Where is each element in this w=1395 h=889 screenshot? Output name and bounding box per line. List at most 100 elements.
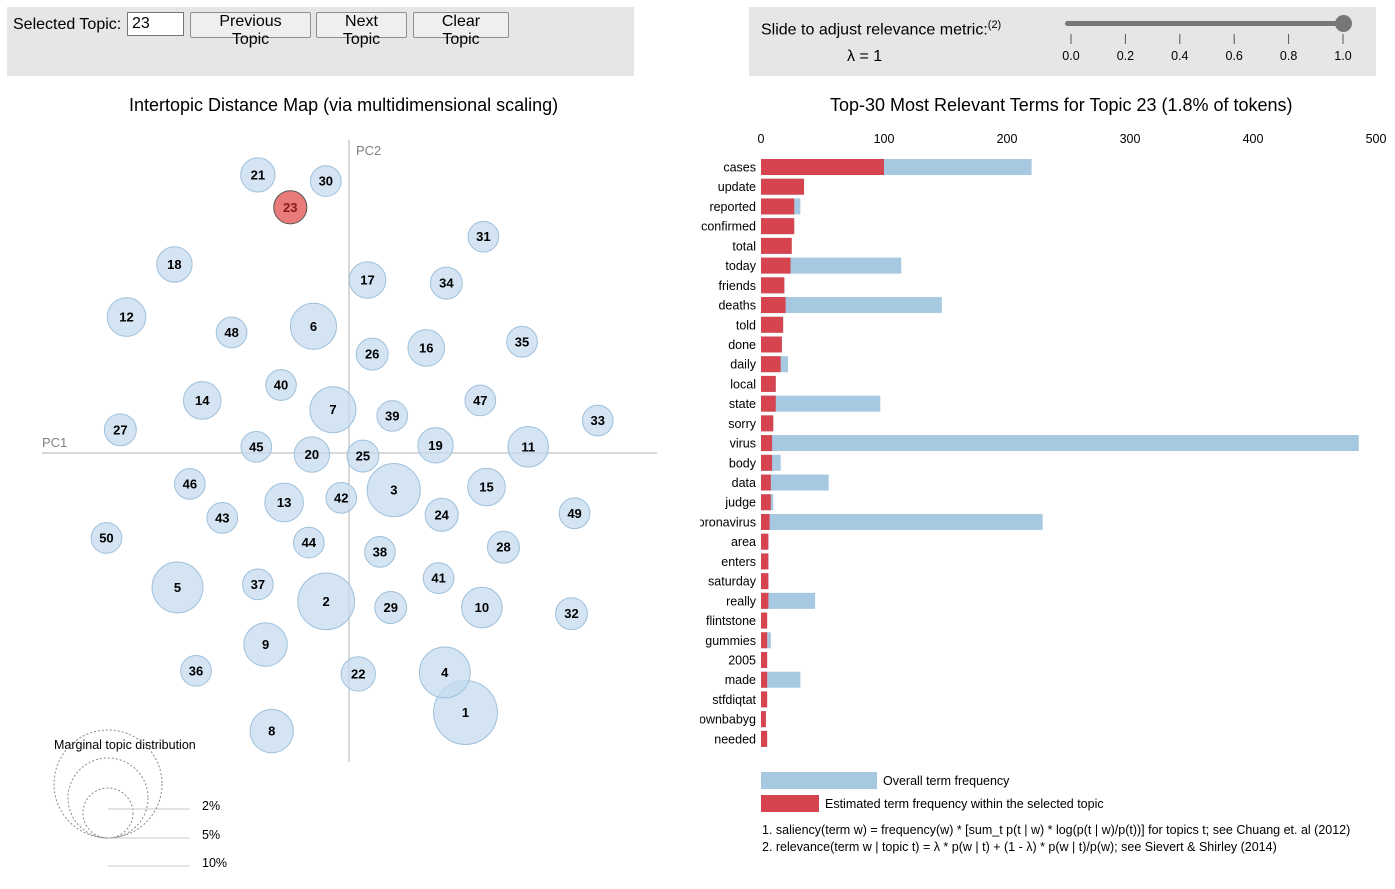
term-label[interactable]: local <box>730 377 756 391</box>
term-label[interactable]: flintstone <box>706 614 756 628</box>
topic-frequency-bar[interactable] <box>761 297 786 314</box>
topic-bubble[interactable] <box>429 266 463 300</box>
topic-frequency-bar[interactable] <box>761 218 795 235</box>
term-label[interactable]: virus <box>730 437 756 451</box>
topic-bubble[interactable] <box>417 427 454 464</box>
topic-bubble[interactable] <box>506 325 538 358</box>
topic-frequency-bar[interactable] <box>761 573 769 590</box>
topic-bubble[interactable] <box>103 413 137 447</box>
topic-frequency-bar[interactable] <box>761 395 776 412</box>
topic-bubble[interactable] <box>418 646 471 699</box>
term-label[interactable]: daily <box>730 358 756 372</box>
term-label[interactable]: 2005 <box>728 654 756 668</box>
topic-frequency-bar[interactable] <box>761 178 805 195</box>
topic-frequency-bar[interactable] <box>761 553 769 570</box>
topic-bubble[interactable] <box>242 568 274 601</box>
topic-frequency-bar[interactable] <box>761 691 768 708</box>
term-label[interactable]: gummies <box>705 634 756 648</box>
term-label[interactable]: cases <box>723 161 756 175</box>
topic-bubble[interactable] <box>151 561 204 614</box>
term-label[interactable]: made <box>725 673 756 687</box>
topic-bubble[interactable] <box>292 526 325 559</box>
topic-frequency-bar[interactable] <box>761 612 768 629</box>
term-label[interactable]: stfdiqtat <box>712 693 756 707</box>
term-label[interactable]: done <box>728 338 756 352</box>
previous-topic-button[interactable]: Previous Topic <box>190 12 311 48</box>
topic-frequency-bar[interactable] <box>761 652 768 668</box>
topic-frequency-bar[interactable] <box>761 415 774 432</box>
selected-topic-input[interactable] <box>127 12 184 36</box>
topic-frequency-bar[interactable] <box>761 671 768 688</box>
term-label[interactable]: needed <box>714 732 756 746</box>
topic-frequency-bar[interactable] <box>761 474 771 491</box>
topic-bubble[interactable] <box>581 404 614 437</box>
topic-bubble[interactable] <box>487 530 520 564</box>
term-label[interactable]: state <box>729 397 756 411</box>
topic-frequency-bar[interactable] <box>761 277 785 294</box>
topic-bubble[interactable] <box>264 482 304 523</box>
topic-bubble[interactable] <box>206 502 239 534</box>
term-label[interactable]: area <box>731 535 756 549</box>
topic-bubble[interactable] <box>555 597 588 631</box>
term-label[interactable]: total <box>732 239 756 253</box>
overall-frequency-bar[interactable] <box>761 474 829 491</box>
topic-bubble[interactable] <box>355 337 389 371</box>
term-label[interactable]: body <box>729 456 757 470</box>
topic-bubble[interactable] <box>289 302 337 350</box>
topic-bubble[interactable] <box>467 220 500 253</box>
topic-frequency-bar[interactable] <box>761 730 768 747</box>
topic-bubble[interactable] <box>461 586 503 629</box>
overall-frequency-bar[interactable] <box>761 297 942 314</box>
topic-bubble[interactable] <box>376 400 409 432</box>
topic-bubble[interactable] <box>346 439 380 473</box>
term-label[interactable]: confirmed <box>701 220 756 234</box>
relevance-slider-thumb[interactable] <box>1335 15 1352 32</box>
topic-bubble[interactable] <box>156 246 193 283</box>
topic-bubble[interactable] <box>243 622 288 667</box>
topic-frequency-bar[interactable] <box>761 513 770 530</box>
topic-frequency-bar[interactable] <box>761 316 784 333</box>
overall-frequency-bar[interactable] <box>761 435 1359 452</box>
topic-frequency-bar[interactable] <box>761 336 782 353</box>
topic-frequency-bar[interactable] <box>761 592 769 609</box>
topic-bubble[interactable] <box>174 468 206 500</box>
term-label[interactable]: reported <box>709 200 756 214</box>
term-label[interactable]: data <box>732 476 756 490</box>
topic-bubble[interactable] <box>467 467 506 507</box>
topic-bubble[interactable] <box>297 572 355 631</box>
topic-frequency-bar[interactable] <box>761 435 773 452</box>
topic-frequency-bar[interactable] <box>761 237 792 254</box>
next-topic-button[interactable]: Next Topic <box>316 12 407 48</box>
overall-frequency-bar[interactable] <box>761 395 881 412</box>
overall-frequency-bar[interactable] <box>761 257 902 274</box>
topic-frequency-bar[interactable] <box>761 198 795 215</box>
term-label[interactable]: friends <box>718 279 756 293</box>
term-label[interactable]: enters <box>721 555 756 569</box>
term-label[interactable]: told <box>736 318 756 332</box>
topic-frequency-bar[interactable] <box>761 711 766 728</box>
topic-bubble[interactable] <box>407 329 446 367</box>
overall-frequency-bar[interactable] <box>761 592 816 609</box>
topic-bubble[interactable] <box>90 522 123 554</box>
topic-bubble[interactable] <box>424 497 459 532</box>
topic-bubble[interactable] <box>240 430 273 463</box>
overall-frequency-bar[interactable] <box>761 671 801 688</box>
topic-frequency-bar[interactable] <box>761 356 781 373</box>
topic-bubble[interactable] <box>366 463 421 518</box>
topic-bubble[interactable] <box>249 708 294 754</box>
topic-frequency-bar[interactable] <box>761 257 791 274</box>
topic-bubble[interactable] <box>265 369 297 401</box>
topic-frequency-bar[interactable] <box>761 494 771 511</box>
topic-bubble[interactable] <box>340 656 376 692</box>
topic-frequency-bar[interactable] <box>761 375 776 392</box>
term-label[interactable]: judge <box>724 496 756 510</box>
topic-bubble[interactable] <box>106 297 147 337</box>
term-label[interactable]: update <box>718 180 756 194</box>
topic-bubble[interactable] <box>325 481 358 514</box>
topic-frequency-bar[interactable] <box>761 454 773 471</box>
topic-bubble[interactable] <box>215 316 248 349</box>
term-label[interactable]: today <box>725 259 756 273</box>
term-label[interactable]: really <box>726 594 757 608</box>
topic-bubble[interactable] <box>558 497 591 530</box>
topic-bubble[interactable] <box>293 436 331 473</box>
